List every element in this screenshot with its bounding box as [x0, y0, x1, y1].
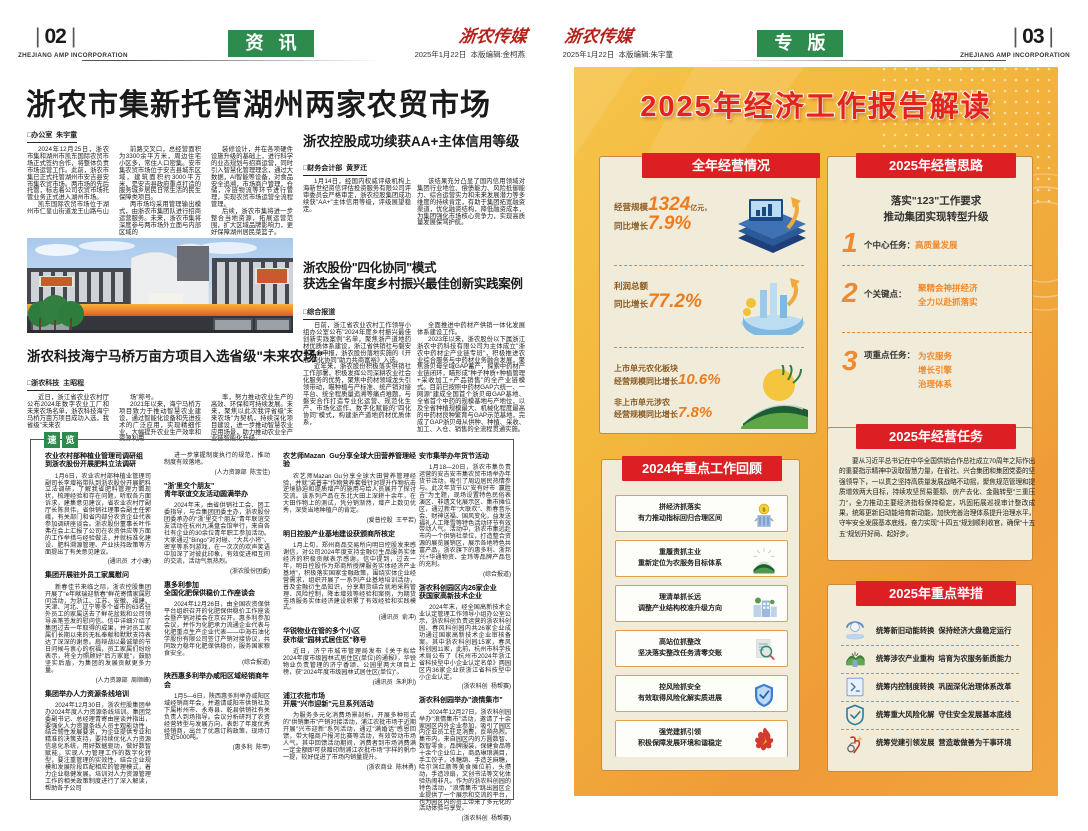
- svg-text:$: $: [763, 507, 766, 513]
